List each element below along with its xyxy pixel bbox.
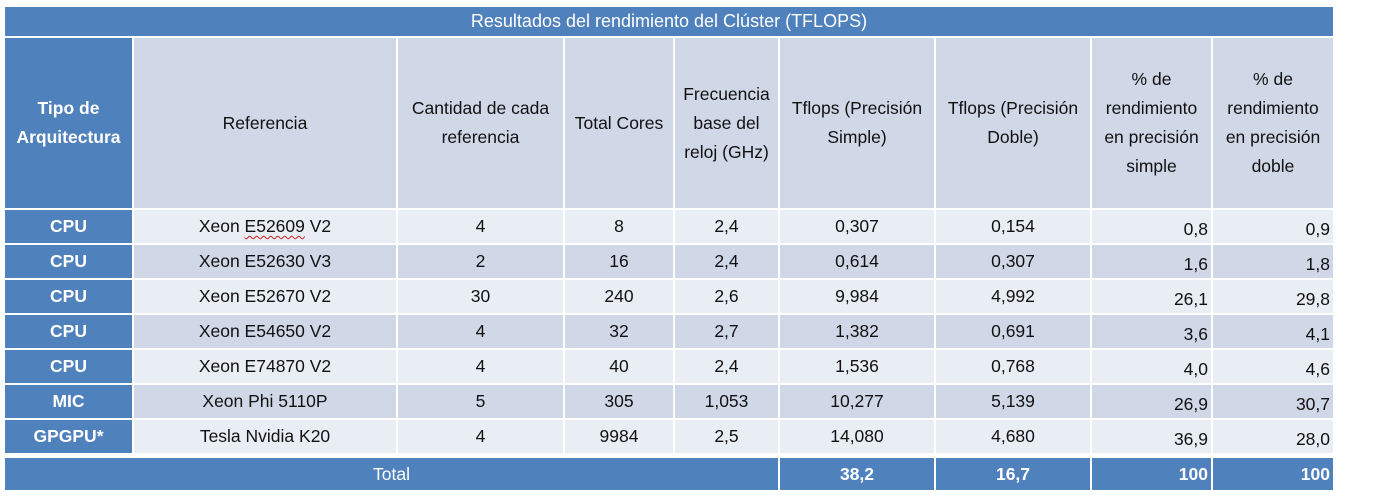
- header-frequency: Frecuencia base del reloj (GHz): [675, 38, 778, 208]
- total-row: Total 38,2 16,7 100 100: [5, 458, 1333, 490]
- cell-architecture: MIC: [5, 385, 132, 418]
- cell-quantity: 30: [398, 280, 563, 313]
- cell-quantity: 5: [398, 385, 563, 418]
- cell-pct-double: 28,0: [1213, 420, 1333, 453]
- cell-total-cores: 9984: [565, 420, 673, 453]
- cell-total-cores: 40: [565, 350, 673, 383]
- total-tflops-single: 38,2: [780, 458, 934, 490]
- cell-pct-single: 26,1: [1092, 280, 1211, 313]
- cell-frequency: 1,053: [675, 385, 778, 418]
- cell-pct-double: 0,9: [1213, 210, 1333, 243]
- cell-frequency: 2,4: [675, 350, 778, 383]
- cell-pct-double: 4,1: [1213, 315, 1333, 348]
- cell-architecture: GPGPU*: [5, 420, 132, 453]
- cell-tflops-single: 0,614: [780, 245, 934, 278]
- cell-pct-single: 1,6: [1092, 245, 1211, 278]
- cell-architecture: CPU: [5, 245, 132, 278]
- header-architecture: Tipo de Arquitectura: [5, 38, 132, 208]
- header-row: Tipo de Arquitectura Referencia Cantidad…: [5, 38, 1333, 208]
- cell-architecture: CPU: [5, 210, 132, 243]
- header-pct-double: % de rendimiento en precisión doble: [1213, 38, 1333, 208]
- cluster-performance-table: Resultados del rendimiento del Clúster (…: [3, 5, 1335, 492]
- table-row: GPGPU* Tesla Nvidia K20 4 9984 2,5 14,080 4,68…: [5, 420, 1333, 453]
- cell-architecture: CPU: [5, 350, 132, 383]
- cell-pct-single: 26,9: [1092, 385, 1211, 418]
- cell-tflops-single: 0,307: [780, 210, 934, 243]
- header-quantity: Cantidad de cada referencia: [398, 38, 563, 208]
- cell-total-cores: 240: [565, 280, 673, 313]
- cell-quantity: 4: [398, 210, 563, 243]
- cell-frequency: 2,4: [675, 210, 778, 243]
- cell-quantity: 4: [398, 350, 563, 383]
- cell-tflops-single: 14,080: [780, 420, 934, 453]
- header-reference: Referencia: [134, 38, 396, 208]
- cell-quantity: 4: [398, 315, 563, 348]
- cell-reference: Xeon E74870 V2: [134, 350, 396, 383]
- cell-total-cores: 16: [565, 245, 673, 278]
- cell-frequency: 2,6: [675, 280, 778, 313]
- cell-architecture: CPU: [5, 315, 132, 348]
- cell-tflops-single: 1,536: [780, 350, 934, 383]
- table-row: MIC Xeon Phi 5110P 5 305 1,053 10,277 5,139 26,…: [5, 385, 1333, 418]
- total-pct-single: 100: [1092, 458, 1211, 490]
- table-row: CPU Xeon E74870 V2 4 40 2,4 1,536 0,768 4,0 4,6: [5, 350, 1333, 383]
- header-tflops-double: Tflops (Precisión Doble): [936, 38, 1090, 208]
- cell-reference: Tesla Nvidia K20: [134, 420, 396, 453]
- cell-frequency: 2,4: [675, 245, 778, 278]
- cell-reference: Xeon E52670 V2: [134, 280, 396, 313]
- header-total-cores: Total Cores: [565, 38, 673, 208]
- cell-pct-single: 3,6: [1092, 315, 1211, 348]
- table-row: CPU Xeon E52670 V2 30 240 2,6 9,984 4,992 26,1 2…: [5, 280, 1333, 313]
- table-row: CPU Xeon E54650 V2 4 32 2,7 1,382 0,691 3,6 4,1: [5, 315, 1333, 348]
- cell-tflops-single: 9,984: [780, 280, 934, 313]
- cell-pct-double: 4,6: [1213, 350, 1333, 383]
- cell-architecture: CPU: [5, 280, 132, 313]
- cell-frequency: 2,5: [675, 420, 778, 453]
- cell-tflops-double: 0,768: [936, 350, 1090, 383]
- cell-tflops-double: 0,154: [936, 210, 1090, 243]
- reference-text: Xeon E52609 V2: [198, 216, 332, 236]
- total-pct-double: 100: [1213, 458, 1333, 490]
- cell-pct-single: 0,8: [1092, 210, 1211, 243]
- cell-frequency: 2,7: [675, 315, 778, 348]
- cell-tflops-double: 5,139: [936, 385, 1090, 418]
- cell-reference: Xeon E52609 V2: [134, 210, 396, 243]
- table-row: CPU Xeon E52630 V3 2 16 2,4 0,614 0,307 1,6 1,8: [5, 245, 1333, 278]
- spellcheck-underline: E52609: [244, 216, 305, 236]
- cell-total-cores: 305: [565, 385, 673, 418]
- cell-pct-single: 4,0: [1092, 350, 1211, 383]
- cell-tflops-single: 10,277: [780, 385, 934, 418]
- cell-reference: Xeon Phi 5110P: [134, 385, 396, 418]
- cell-pct-double: 29,8: [1213, 280, 1333, 313]
- header-tflops-single: Tflops (Precisión Simple): [780, 38, 934, 208]
- cell-total-cores: 32: [565, 315, 673, 348]
- cell-pct-double: 1,8: [1213, 245, 1333, 278]
- cell-tflops-single: 1,382: [780, 315, 934, 348]
- cell-quantity: 4: [398, 420, 563, 453]
- total-label: Total: [5, 458, 778, 490]
- total-tflops-double: 16,7: [936, 458, 1090, 490]
- table-row: CPU Xeon E52609 V2 4 8 2,4 0,307 0,154 0,8 0,9: [5, 210, 1333, 243]
- cell-total-cores: 8: [565, 210, 673, 243]
- cell-tflops-double: 0,307: [936, 245, 1090, 278]
- cell-quantity: 2: [398, 245, 563, 278]
- header-pct-single: % de rendimiento en precisión simple: [1092, 38, 1211, 208]
- table-title: Resultados del rendimiento del Clúster (…: [5, 7, 1333, 36]
- cell-tflops-double: 0,691: [936, 315, 1090, 348]
- cell-pct-single: 36,9: [1092, 420, 1211, 453]
- cell-reference: Xeon E54650 V2: [134, 315, 396, 348]
- cell-tflops-double: 4,992: [936, 280, 1090, 313]
- cell-pct-double: 30,7: [1213, 385, 1333, 418]
- cell-tflops-double: 4,680: [936, 420, 1090, 453]
- cell-reference: Xeon E52630 V3: [134, 245, 396, 278]
